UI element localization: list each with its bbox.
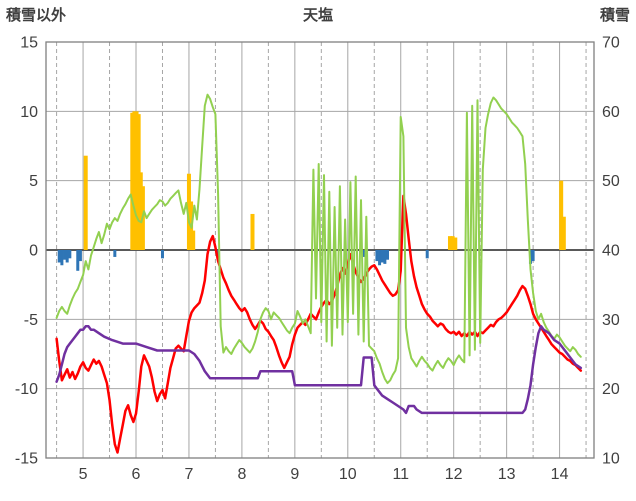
orange-bar [561,216,566,250]
blue-bar [78,250,82,262]
blue-bar [57,250,61,263]
orange-bar [132,111,137,250]
left-axis-tick-label: 10 [20,104,38,121]
orange-bar [250,213,255,250]
plot-border [45,41,595,459]
x-axis-tick-label: 7 [185,466,194,483]
blue-bar [378,250,382,266]
x-axis-tick-label: 14 [551,466,569,483]
blue-bar [65,250,69,263]
blue-bar [531,250,535,262]
blue-bar [60,250,64,266]
blue-bar [160,250,164,259]
right-axis-tick-label: 40 [602,243,620,260]
left-axis-tick-label: -15 [15,451,38,468]
orange-bar [447,236,452,250]
right-axis-tick-label: 70 [602,35,620,52]
right-axis-tick-label: 10 [602,451,620,468]
blue-bar [68,250,72,259]
blue-bar [425,250,429,259]
x-axis-tick-label: 13 [498,466,516,483]
left-axis-tick-label: 5 [29,173,38,190]
green-line [55,93,582,385]
orange-bar [559,180,564,250]
blue-bar [380,250,384,263]
right-axis-tick-label: 30 [602,312,620,329]
orange-bar [138,172,143,250]
orange-bar [453,237,458,250]
chart-title: 天塩 [302,7,334,24]
orange-bar [191,230,196,250]
x-axis-tick-label: 10 [339,466,357,483]
x-axis-tick-label: 6 [132,466,141,483]
blue-bar [383,250,387,264]
orange-bar [134,111,139,250]
x-axis-tick-label: 8 [237,466,246,483]
right-axis-tick-label: 50 [602,173,620,190]
purple-line [55,325,583,415]
blue-bar [216,250,220,257]
orange-bar [136,114,141,251]
left-axis-tick-label: 0 [29,243,38,260]
right-axis-tick-label: 20 [602,381,620,398]
left-axis-tick-label: 15 [20,35,38,52]
x-axis-tick-label: 11 [392,466,409,483]
orange-bar [130,112,135,250]
blue-bar [113,250,117,257]
red-line [55,194,583,454]
blue-bar [386,250,390,260]
left-axis-title: 積雪以外 [6,7,67,24]
orange-bar [186,173,191,250]
right-axis-tick-label: 60 [602,104,620,121]
blue-bar [63,250,67,260]
right-axis-title: 積雪 [599,7,630,24]
orange-bar [450,236,455,250]
x-axis-tick-label: 12 [445,466,463,483]
left-axis-tick-label: -5 [24,312,38,329]
x-axis-tick-label: 5 [79,466,88,483]
blue-bar [375,250,379,262]
x-axis-tick-label: 9 [290,466,299,483]
left-axis-tick-label: -10 [15,381,38,398]
blue-bar [76,250,80,271]
blue-bar [362,250,366,257]
orange-bar [83,155,88,250]
